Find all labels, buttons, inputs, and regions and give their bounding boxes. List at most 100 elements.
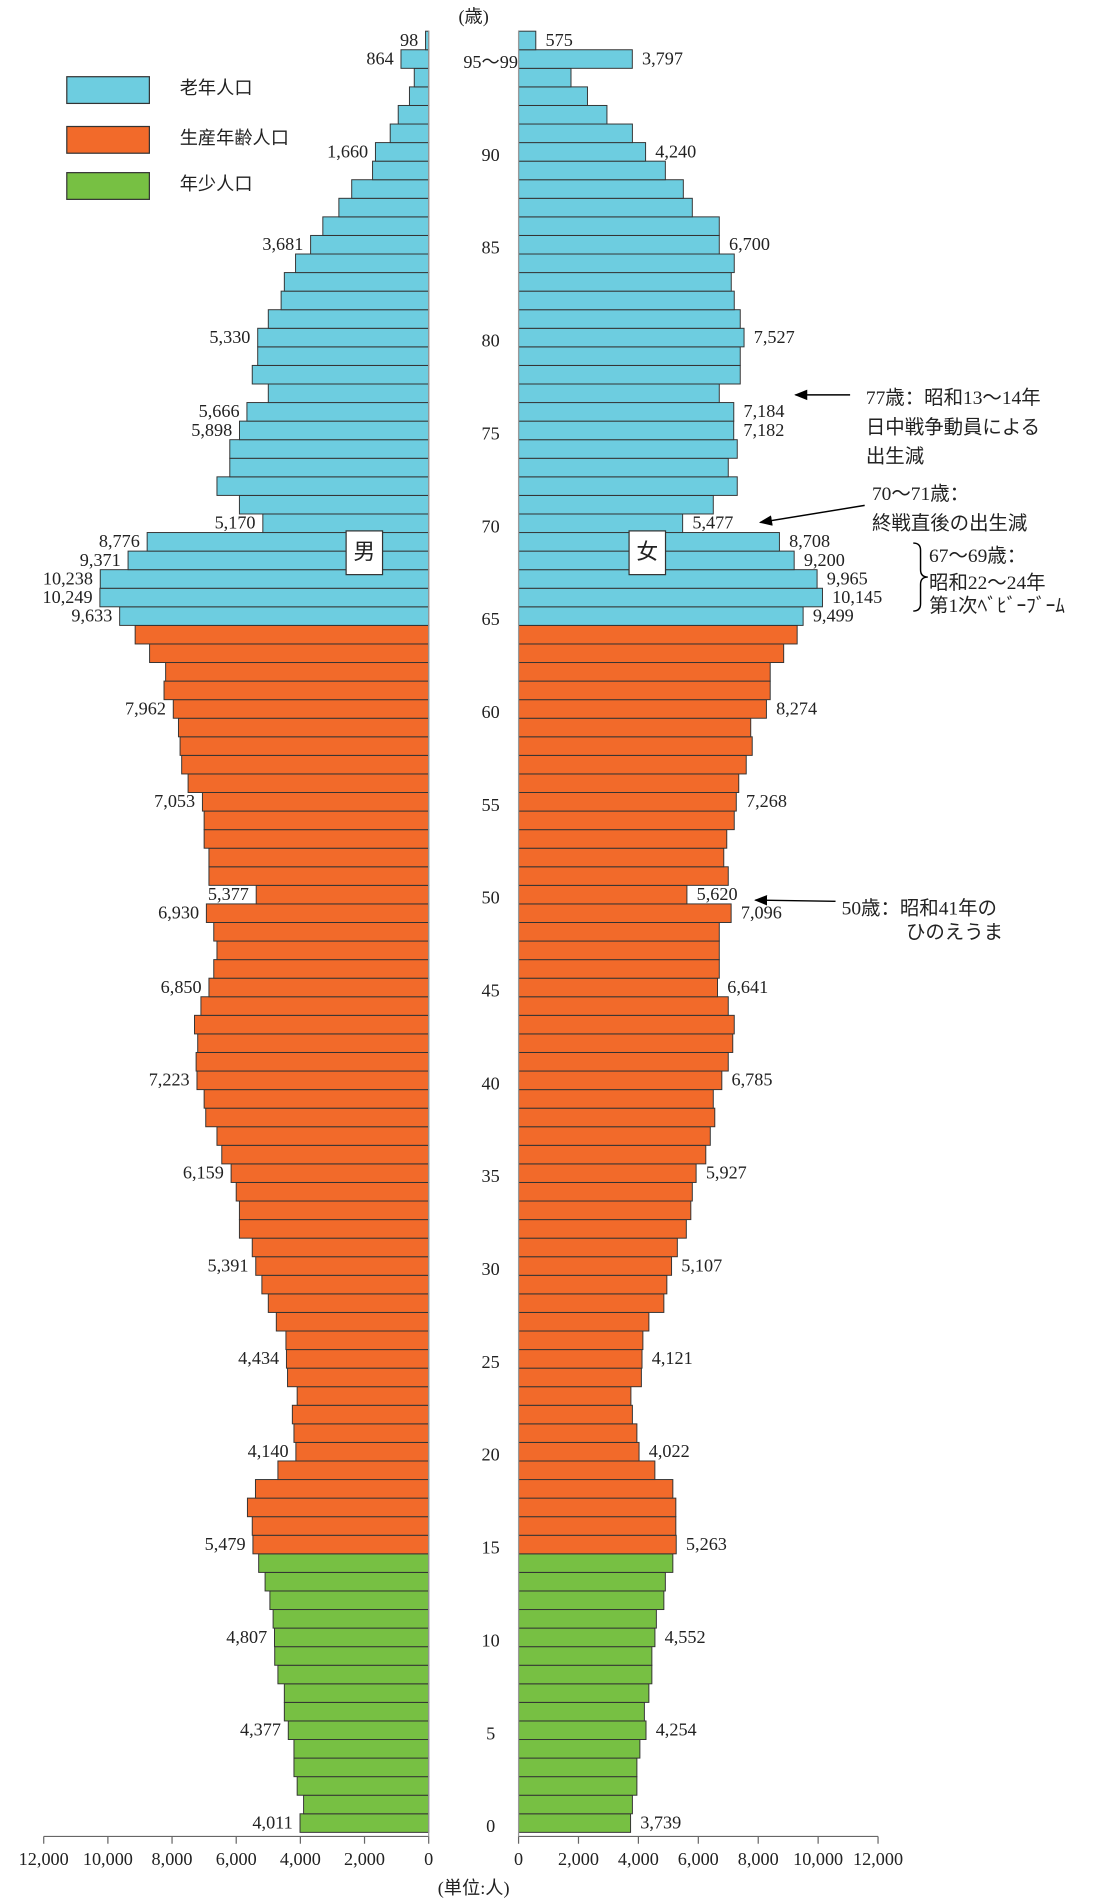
bar — [216, 476, 430, 496]
bar — [518, 1404, 633, 1425]
bar — [518, 1571, 666, 1592]
value-label: 864 — [366, 48, 393, 68]
bar — [296, 1386, 430, 1406]
bar — [255, 884, 430, 905]
bar — [518, 1497, 677, 1518]
value-label: 9,200 — [804, 550, 845, 570]
bar — [518, 1739, 641, 1759]
x-tick-label: 8,000 — [738, 1849, 779, 1869]
value-label: 5,620 — [697, 884, 738, 904]
bar — [99, 587, 430, 608]
bar — [518, 606, 804, 626]
bar — [518, 216, 720, 236]
value-label: 7,527 — [754, 327, 795, 347]
bar — [235, 1181, 430, 1202]
x-tick-label: 0 — [514, 1849, 523, 1869]
bar — [277, 1664, 430, 1685]
bar — [194, 1014, 430, 1035]
bar — [518, 1330, 644, 1351]
value-label: 6,850 — [161, 977, 202, 997]
value-label: 8,708 — [789, 531, 830, 551]
y-tick-label: 10 — [482, 1630, 500, 1650]
bar — [518, 439, 738, 459]
bar — [518, 587, 823, 608]
bar — [518, 197, 693, 218]
bar — [518, 736, 753, 756]
legend-swatch — [66, 76, 150, 105]
y-tick-label: 25 — [482, 1352, 500, 1372]
bar — [179, 736, 430, 756]
bar — [177, 717, 430, 738]
bar — [172, 699, 430, 719]
bar — [216, 1126, 430, 1146]
bar — [287, 1720, 430, 1741]
annotation-arrows — [754, 389, 928, 906]
value-label: 7,962 — [125, 698, 166, 718]
bar — [295, 1441, 430, 1462]
annotation: 日中戦争動員による — [866, 416, 1040, 438]
bar — [518, 86, 588, 106]
x-tick-label: 12,000 — [19, 1849, 69, 1869]
bar — [518, 1311, 650, 1332]
value-label: 7,184 — [743, 401, 784, 421]
bar — [238, 494, 430, 515]
bar — [163, 680, 430, 701]
value-label: 5,263 — [686, 1534, 727, 1554]
bar — [518, 1460, 656, 1481]
x-tick-label: 4,000 — [280, 1849, 321, 1869]
value-label: 4,377 — [240, 1720, 281, 1740]
bar — [310, 234, 430, 255]
bar — [149, 643, 430, 664]
bar — [518, 513, 684, 534]
bar — [518, 1813, 632, 1833]
bar — [518, 272, 732, 292]
bar — [518, 1534, 677, 1555]
y-tick-label: 35 — [482, 1166, 500, 1186]
annotation: 50歳：昭和41年の — [842, 897, 997, 919]
bar — [518, 346, 741, 366]
bar — [518, 569, 818, 589]
bar — [303, 1794, 430, 1815]
bar — [273, 1627, 430, 1648]
bar — [518, 773, 740, 793]
bar — [518, 1683, 650, 1703]
value-label: 4,140 — [248, 1441, 289, 1461]
bar — [146, 532, 430, 552]
value-label: 4,022 — [649, 1441, 690, 1461]
arrow — [758, 504, 865, 526]
bar — [518, 1701, 645, 1722]
bar — [372, 160, 430, 181]
bar — [518, 959, 720, 979]
bar — [400, 49, 430, 69]
sex-label: 女 — [636, 540, 658, 564]
bar — [518, 1089, 714, 1109]
arrow — [754, 895, 836, 906]
bar — [205, 903, 430, 923]
value-label: 9,965 — [827, 568, 868, 588]
annotation: 第1次ﾍﾞﾋﾞｰﾌﾞｰﾑ — [929, 595, 1065, 617]
bar — [251, 364, 430, 385]
bar — [518, 234, 720, 255]
bar — [203, 829, 430, 849]
sex-box — [345, 530, 384, 576]
value-label: 7,223 — [149, 1070, 190, 1090]
bar — [274, 1646, 430, 1666]
bar — [518, 662, 771, 682]
annotation: 出生減 — [866, 445, 924, 467]
value-label: 8,776 — [99, 531, 140, 551]
bar — [518, 1237, 678, 1258]
value-label: 5,330 — [209, 327, 250, 347]
bar — [518, 996, 729, 1016]
bar — [518, 1609, 657, 1629]
bar — [208, 866, 430, 886]
bar — [238, 420, 430, 441]
y-tick-label: 75 — [482, 423, 500, 443]
value-label: 4,434 — [238, 1348, 279, 1368]
bar — [518, 494, 714, 515]
bar — [518, 903, 732, 923]
bar — [338, 197, 430, 218]
bar — [518, 309, 741, 329]
bar — [203, 1089, 430, 1109]
value-label: 10,238 — [43, 568, 93, 588]
bar — [518, 1776, 638, 1796]
